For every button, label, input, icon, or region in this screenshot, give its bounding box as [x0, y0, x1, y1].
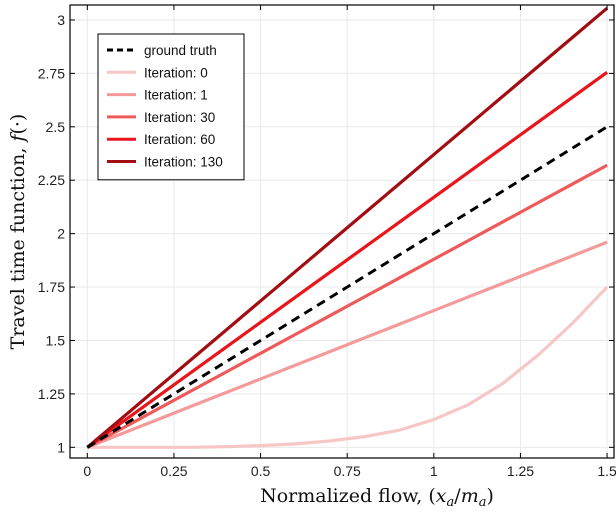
legend-label: ground truth [144, 43, 217, 58]
series-line-iteration-130 [86, 6, 609, 449]
y-tick-label: 2 [57, 226, 65, 242]
legend-label: Iteration: 130 [144, 155, 223, 170]
series-line-iteration-1 [86, 240, 608, 449]
x-tick-label: 0.25 [160, 463, 187, 479]
y-tick-label: 1.25 [38, 386, 65, 402]
legend: ground truth Iteration: 0 Iteration: 1 Iter… [97, 33, 245, 181]
series-line-ground-truth [86, 125, 608, 449]
y-tick-label: 1.5 [46, 332, 66, 348]
series-lines [86, 6, 609, 449]
series-line-iteration-0 [87, 285, 609, 449]
x-tick-label: 1.5 [597, 463, 616, 479]
y-axis-title: Travel time function, f(·) [7, 114, 29, 350]
y-tick-label: 2.75 [38, 65, 65, 81]
legend-box [97, 33, 245, 181]
x-tick-label: 0.75 [334, 463, 361, 479]
x-tick-label: 0.5 [251, 463, 271, 479]
x-tick-label: 0 [83, 463, 91, 479]
x-tick-label: 1 [430, 463, 438, 479]
legend-label: Iteration: 60 [144, 132, 215, 147]
axis-titles: Normalized flow, (xa/ma) Travel time func… [7, 114, 494, 510]
legend-label: Iteration: 0 [144, 65, 208, 80]
series-line-iteration-30 [86, 163, 608, 449]
legend-label: Iteration: 1 [144, 88, 208, 103]
series-line-iteration-60 [86, 71, 609, 449]
y-tick-label: 2.5 [46, 119, 66, 135]
x-axis-title: Normalized flow, (xa/ma) [260, 485, 494, 510]
plot-frame [69, 4, 615, 459]
y-tick-label: 1.75 [38, 279, 65, 295]
axis-ticks: 0 0.25 0.5 0.75 1 1.25 1.5 1 1.25 1.5 1.75 2 2.25 2.5… [38, 5, 616, 479]
y-tick-label: 3 [57, 12, 65, 28]
legend-label: Iteration: 30 [144, 110, 215, 125]
x-tick-label: 1.25 [507, 463, 534, 479]
y-tick-label: 2.25 [38, 172, 65, 188]
y-tick-label: 1 [57, 439, 65, 455]
